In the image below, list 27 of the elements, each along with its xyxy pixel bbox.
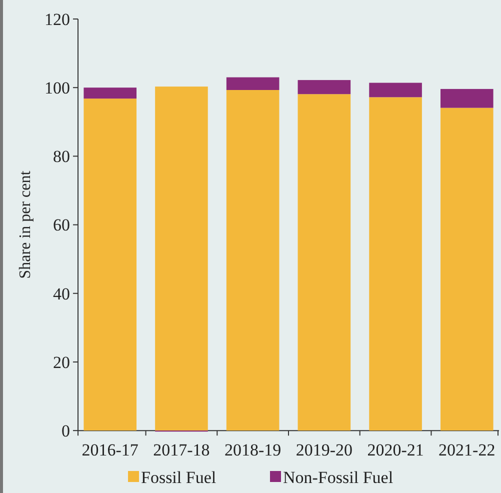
- bar: [155, 86, 208, 431]
- y-tick-label: 100: [44, 78, 70, 98]
- x-tick-label: 2016-17: [82, 440, 139, 460]
- bar: [226, 90, 280, 431]
- bar: [298, 94, 351, 431]
- bar: [226, 77, 280, 90]
- legend-label: Non-Fossil Fuel: [283, 468, 394, 487]
- bar: [84, 88, 137, 99]
- x-tick-label: 2017-18: [153, 440, 210, 460]
- x-tick-label: 2019-20: [296, 440, 353, 460]
- y-tick-label: 0: [62, 422, 70, 441]
- x-tick-label: 2021-22: [438, 440, 496, 460]
- bar: [84, 98, 137, 431]
- bar: [298, 80, 351, 94]
- y-tick-label: 60: [53, 216, 70, 235]
- bar: [369, 82, 422, 98]
- y-tick-label: 40: [53, 284, 70, 304]
- y-tick-label: 80: [53, 147, 70, 166]
- x-tick-label: 2020-21: [367, 440, 424, 460]
- bar: [440, 108, 494, 431]
- bar: [369, 97, 422, 431]
- y-axis-title: Share in per cent: [17, 170, 34, 279]
- legend-label: Fossil Fuel: [141, 468, 216, 487]
- y-tick-label: 20: [53, 352, 70, 372]
- y-tick-label: 120: [44, 10, 70, 29]
- x-tick-label: 2018-19: [224, 440, 282, 460]
- bar: [440, 88, 494, 108]
